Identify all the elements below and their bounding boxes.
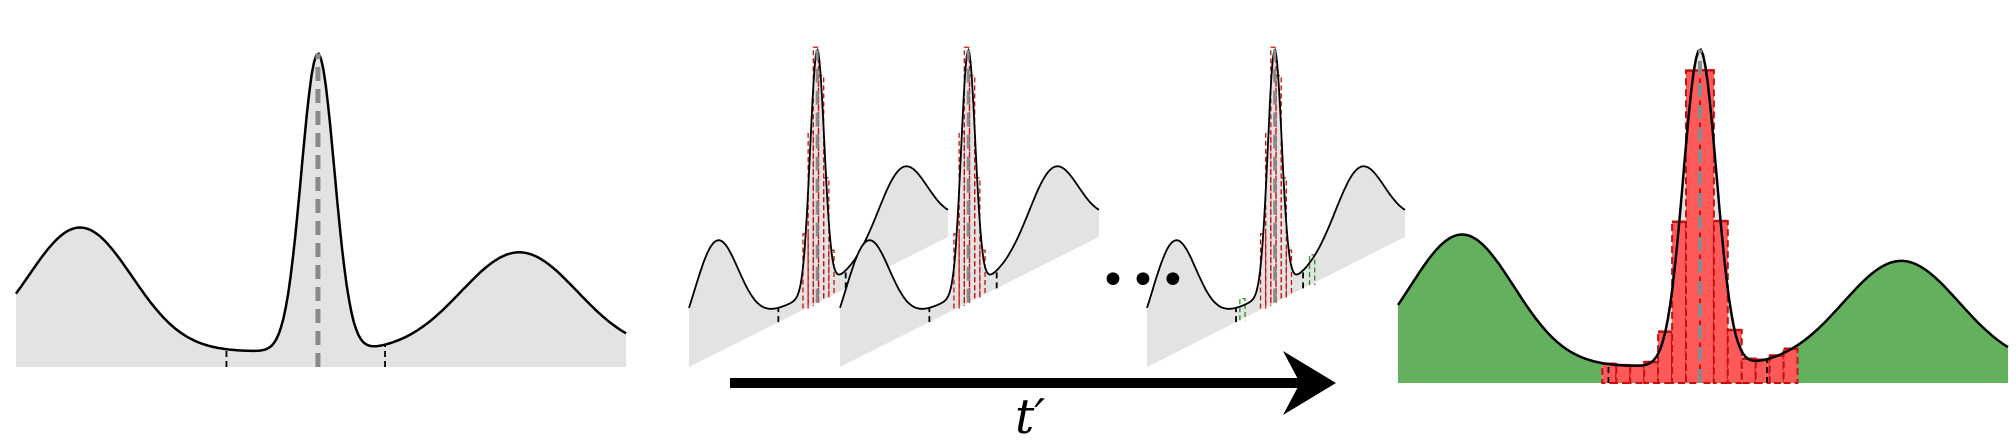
histogram-bin [1629, 364, 1646, 384]
step-panel-n [1146, 46, 1406, 367]
tail-bin [1239, 297, 1246, 321]
input-distribution [14, 52, 627, 368]
step-panel-1 [688, 46, 949, 367]
histogram-bin [1615, 364, 1632, 385]
histogram-bin [1671, 220, 1687, 384]
histogram-bin [1712, 220, 1729, 384]
output-distribution-curve [1396, 47, 2009, 368]
histogram-bin [1768, 354, 1785, 384]
step-panel-2 [839, 46, 1100, 367]
histogram-bin [1782, 347, 1799, 384]
histogram-bin [979, 249, 986, 296]
histogram-bin [1285, 249, 1293, 296]
histogram-bin [1270, 46, 1277, 304]
time-arrow-head [1283, 351, 1336, 415]
histogram-bin [828, 249, 835, 296]
histogram-bin [1726, 329, 1743, 384]
output-distribution [1396, 47, 2009, 385]
time-arrow-label: t′ [1015, 389, 1045, 445]
histogram-bin [1740, 357, 1757, 384]
histogram-bin [812, 46, 820, 304]
green-tail-left [1398, 234, 1603, 383]
green-tail-right [1796, 260, 2008, 383]
ellipsis-dots: ••• [1100, 255, 1190, 306]
input-distribution-area [16, 53, 626, 368]
tail-bin [1308, 254, 1316, 286]
histogram-bin [963, 46, 971, 304]
input-distribution-curve [14, 52, 627, 353]
histogram-bin [1657, 330, 1673, 385]
